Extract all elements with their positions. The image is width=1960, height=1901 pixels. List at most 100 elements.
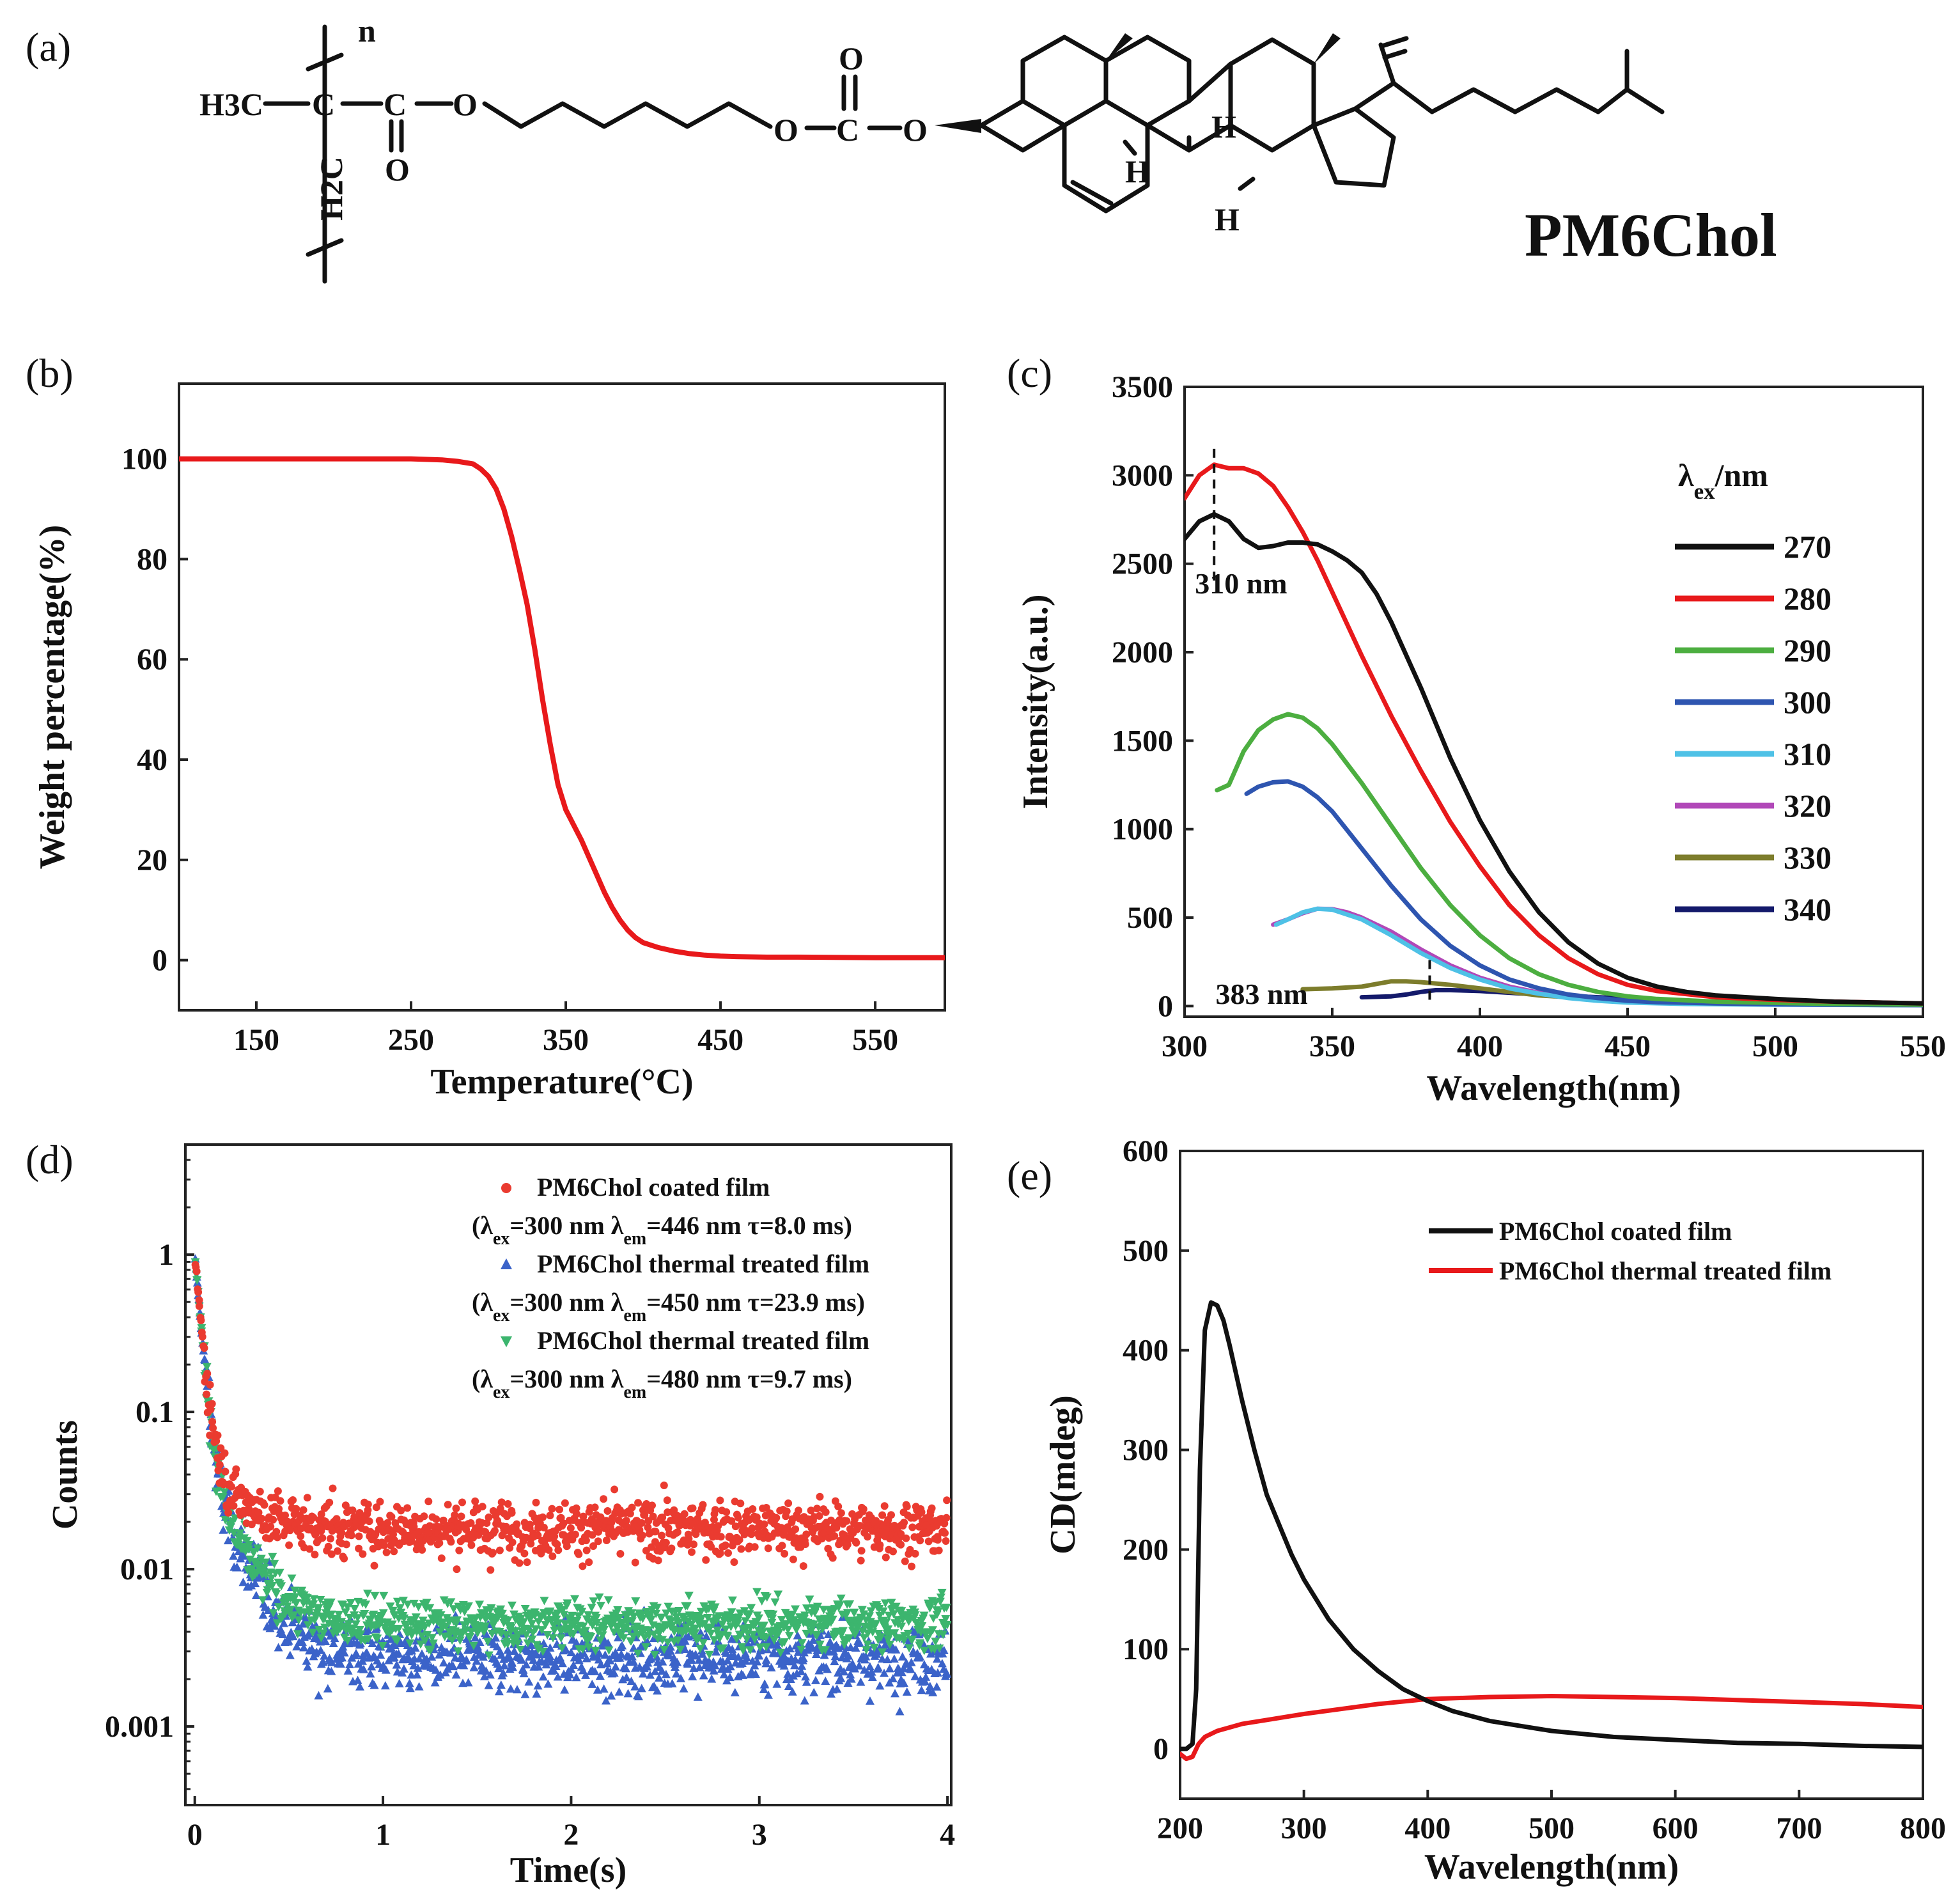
data-point bbox=[694, 1655, 704, 1664]
data-point bbox=[206, 1381, 214, 1389]
data-point bbox=[644, 1632, 654, 1641]
data-point bbox=[747, 1604, 756, 1613]
data-point bbox=[921, 1672, 931, 1681]
data-point bbox=[680, 1644, 690, 1653]
data-point bbox=[589, 1597, 598, 1606]
data-point bbox=[194, 1288, 203, 1296]
data-point bbox=[843, 1609, 852, 1618]
data-point bbox=[370, 1592, 380, 1600]
data-point bbox=[710, 1603, 720, 1612]
data-point bbox=[554, 1546, 563, 1554]
data-point bbox=[673, 1636, 683, 1645]
data-point bbox=[885, 1664, 894, 1673]
data-point bbox=[557, 1659, 567, 1668]
data-point bbox=[622, 1612, 632, 1621]
data-point bbox=[598, 1631, 607, 1640]
data-point bbox=[515, 1559, 524, 1567]
data-point bbox=[709, 1666, 719, 1675]
data-point bbox=[378, 1642, 387, 1651]
data-point bbox=[925, 1682, 935, 1691]
data-point bbox=[299, 1643, 309, 1652]
data-point bbox=[653, 1686, 662, 1695]
data-point bbox=[707, 1674, 717, 1683]
data-point bbox=[854, 1661, 864, 1670]
data-point bbox=[888, 1673, 898, 1682]
data-point bbox=[826, 1689, 836, 1698]
data-point bbox=[416, 1640, 426, 1649]
data-point bbox=[697, 1615, 706, 1623]
data-point bbox=[941, 1529, 949, 1537]
data-point bbox=[297, 1532, 305, 1540]
data-point bbox=[314, 1691, 323, 1700]
data-point bbox=[389, 1611, 399, 1620]
data-point bbox=[525, 1521, 534, 1529]
data-point bbox=[903, 1629, 913, 1638]
data-point bbox=[471, 1497, 479, 1505]
data-point bbox=[389, 1530, 397, 1538]
data-point bbox=[403, 1504, 412, 1512]
data-point bbox=[422, 1654, 432, 1663]
data-point bbox=[405, 1639, 415, 1648]
plot-area bbox=[1185, 462, 1923, 1008]
data-point bbox=[288, 1632, 298, 1641]
ring-c-link bbox=[1186, 61, 1233, 104]
data-point bbox=[533, 1681, 543, 1690]
data-point bbox=[478, 1503, 486, 1511]
data-point bbox=[742, 1635, 752, 1644]
data-point bbox=[323, 1684, 332, 1693]
data-point bbox=[915, 1639, 924, 1648]
data-point bbox=[745, 1646, 755, 1655]
data-point bbox=[435, 1670, 445, 1679]
data-point bbox=[932, 1654, 942, 1663]
data-point bbox=[410, 1643, 420, 1652]
data-point bbox=[737, 1658, 747, 1667]
data-point bbox=[586, 1632, 596, 1641]
data-point bbox=[481, 1622, 490, 1631]
series-line-pm6chol-thermal-treated-film bbox=[1180, 1694, 1923, 1762]
data-point bbox=[392, 1660, 401, 1669]
data-point bbox=[387, 1513, 396, 1521]
data-point bbox=[379, 1592, 389, 1600]
legend-label: PM6Chol coated film bbox=[537, 1173, 770, 1201]
data-point bbox=[539, 1513, 547, 1521]
text-run: (λ bbox=[472, 1211, 493, 1240]
data-point bbox=[941, 1615, 951, 1624]
data-point bbox=[641, 1643, 651, 1652]
data-point bbox=[712, 1647, 721, 1656]
data-point bbox=[532, 1498, 540, 1506]
data-point bbox=[327, 1550, 336, 1558]
data-point bbox=[735, 1609, 745, 1618]
scatter-series-2 bbox=[191, 1254, 951, 1716]
data-point bbox=[919, 1611, 929, 1620]
data-point bbox=[512, 1685, 522, 1694]
data-point bbox=[299, 1506, 307, 1514]
data-point bbox=[823, 1630, 833, 1639]
data-point bbox=[736, 1631, 745, 1640]
data-point bbox=[683, 1540, 692, 1549]
data-point bbox=[458, 1498, 466, 1506]
text-subscript: em bbox=[623, 1306, 646, 1326]
data-point bbox=[386, 1634, 396, 1643]
data-point bbox=[844, 1634, 854, 1643]
data-point bbox=[302, 1594, 312, 1603]
legend-label: 330 bbox=[1784, 840, 1832, 875]
data-point bbox=[463, 1678, 473, 1687]
data-point bbox=[676, 1673, 685, 1682]
x-tick-label: 3 bbox=[752, 1818, 767, 1852]
data-point bbox=[561, 1620, 570, 1629]
data-point bbox=[527, 1635, 537, 1644]
x-tick-label: 2 bbox=[563, 1818, 579, 1852]
data-point bbox=[435, 1539, 444, 1547]
data-point bbox=[898, 1652, 907, 1661]
data-point bbox=[911, 1549, 919, 1558]
molecule-name: PM6Chol bbox=[1525, 201, 1777, 269]
legend-label: PM6Chol thermal treated film bbox=[1499, 1256, 1832, 1285]
data-point bbox=[233, 1563, 242, 1572]
data-point bbox=[569, 1661, 579, 1670]
data-point bbox=[556, 1505, 564, 1514]
data-point bbox=[522, 1660, 531, 1669]
data-point bbox=[807, 1506, 815, 1515]
data-point bbox=[933, 1668, 942, 1677]
methyl-wedge-2 bbox=[1314, 33, 1341, 64]
data-point bbox=[876, 1633, 886, 1642]
